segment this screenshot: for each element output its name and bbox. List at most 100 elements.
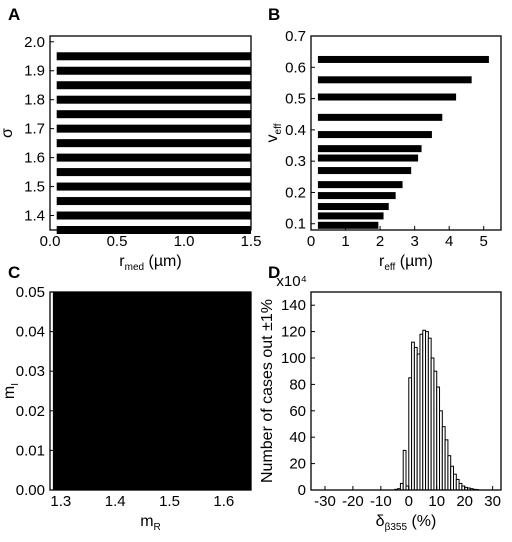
y-tick-label-c-1: 0.01 [16, 442, 45, 459]
y-tick-label-a-0: 1.4 [24, 208, 45, 225]
bar-c-19 [207, 292, 219, 490]
y-axis-label-a: σ [0, 128, 16, 138]
plot-frame-d [310, 291, 502, 491]
x-axis-label-b: reff (µm) [379, 253, 433, 273]
bar-c-17 [191, 292, 202, 490]
y-tick-label-d-6: 120 [281, 324, 306, 341]
bar-c-16 [183, 292, 194, 490]
panel-label-c: C [8, 263, 20, 282]
bar-c-18 [199, 292, 211, 490]
x-axis-label-d: δβ355 (%) [376, 513, 437, 533]
y-tick-label-d-0: 0 [298, 482, 306, 499]
x-tick-label-c-3: 1.6 [213, 493, 234, 510]
plot-frame-b [310, 35, 502, 231]
bar-b-10 [317, 93, 457, 101]
x-tick-label-b-2: 2 [376, 233, 384, 250]
y-tick-label-d-3: 60 [289, 403, 306, 420]
bar-a-9 [56, 95, 252, 104]
x-tick-label-b-0: 0 [307, 233, 315, 250]
bar-b-12 [317, 55, 489, 63]
y-tick-label-d-7: 140 [281, 297, 306, 314]
x-tick-label-a-3: 1.5 [241, 233, 262, 250]
bar-a-12 [56, 52, 252, 61]
y-tick-label-b-1: 0.2 [285, 184, 306, 201]
x-tick-label-d-6: 30 [484, 493, 501, 510]
bar-c-5 [93, 292, 105, 490]
x-tick-label-c-0: 1.3 [50, 493, 71, 510]
y-axis-label-c: mI [1, 383, 21, 399]
bar-c-8 [118, 292, 129, 490]
y-tick-label-d-4: 80 [289, 376, 306, 393]
x-tick-label-b-4: 4 [445, 233, 453, 250]
bar-b-4 [317, 181, 403, 189]
bar-c-13 [158, 292, 170, 490]
bar-c-20 [215, 292, 227, 490]
bar-c-1 [61, 292, 72, 490]
plot-frame-a [49, 35, 252, 231]
bar-c-4 [85, 292, 96, 490]
bar-c-15 [175, 292, 186, 490]
x-tick-label-d-3: 0 [405, 493, 413, 510]
x-axis-label-c: mR [140, 513, 161, 533]
bar-c-6 [101, 292, 113, 490]
x-tick-label-c-2: 1.5 [159, 493, 180, 510]
bar-a-10 [56, 81, 252, 90]
x-tick-label-a-1: 0.5 [107, 233, 128, 250]
y-tick-label-b-3: 0.4 [285, 122, 306, 139]
y-tick-label-a-2: 1.6 [24, 150, 45, 167]
x-tick-label-a-2: 1.0 [174, 233, 195, 250]
bar-b-3 [317, 192, 396, 200]
bar-a-11 [56, 66, 252, 75]
y-tick-label-c-2: 0.02 [16, 403, 45, 420]
bar-b-1 [317, 212, 384, 220]
panel-label-d: D [268, 263, 280, 282]
bar-b-9 [317, 113, 443, 121]
bar-a-4 [56, 168, 252, 177]
bar-c-23 [240, 292, 251, 490]
y-tick-label-a-5: 1.9 [24, 63, 45, 80]
y-tick-label-c-5: 0.05 [16, 284, 45, 301]
bar-b-0 [317, 221, 379, 229]
bar-c-9 [126, 292, 137, 490]
x-tick-label-b-1: 1 [341, 233, 349, 250]
panel-label-b: B [268, 5, 280, 24]
x-axis-label-a: rmed (µm) [119, 253, 181, 273]
bar-a-5 [56, 153, 252, 162]
bar-b-7 [317, 145, 422, 153]
bar-c-3 [77, 292, 88, 490]
y-tick-label-b-5: 0.6 [285, 59, 306, 76]
x-tick-label-d-1: -20 [342, 493, 364, 510]
y-tick-label-c-0: 0.00 [16, 482, 45, 499]
y-tick-label-c-3: 0.03 [16, 363, 45, 380]
y-tick-label-a-6: 2.0 [24, 34, 45, 51]
bar-c-12 [150, 292, 162, 490]
y-tick-label-b-0: 0.1 [285, 216, 306, 233]
bar-c-11 [142, 292, 154, 490]
bar-a-3 [56, 182, 252, 191]
x-tick-label-d-4: 10 [428, 493, 445, 510]
bar-a-1 [56, 211, 252, 220]
y-axis-label-d: Number of cases out ±1% [259, 299, 276, 483]
y-tick-label-d-1: 20 [289, 456, 306, 473]
y-tick-label-d-5: 100 [281, 350, 306, 367]
y-tick-label-c-4: 0.04 [16, 324, 45, 341]
y-tick-label-b-4: 0.5 [285, 91, 306, 108]
x-tick-label-b-3: 3 [410, 233, 418, 250]
bar-c-22 [232, 292, 243, 490]
x-tick-label-c-1: 1.4 [105, 493, 126, 510]
y-tick-label-b-2: 0.3 [285, 153, 306, 170]
bar-c-2 [69, 292, 80, 490]
y-tick-label-d-2: 40 [289, 429, 306, 446]
plot-frame-c [49, 291, 252, 491]
bar-b-11 [317, 76, 472, 84]
bar-d-3 [402, 449, 407, 491]
bar-b-2 [317, 203, 389, 211]
bar-a-6 [56, 139, 252, 148]
y-tick-label-b-6: 0.7 [285, 28, 306, 45]
y-tick-label-a-3: 1.7 [24, 121, 45, 138]
bar-a-8 [56, 110, 252, 119]
bar-c-7 [109, 292, 121, 490]
x-tick-label-d-0: -30 [314, 493, 336, 510]
y-tick-label-a-4: 1.8 [24, 92, 45, 109]
